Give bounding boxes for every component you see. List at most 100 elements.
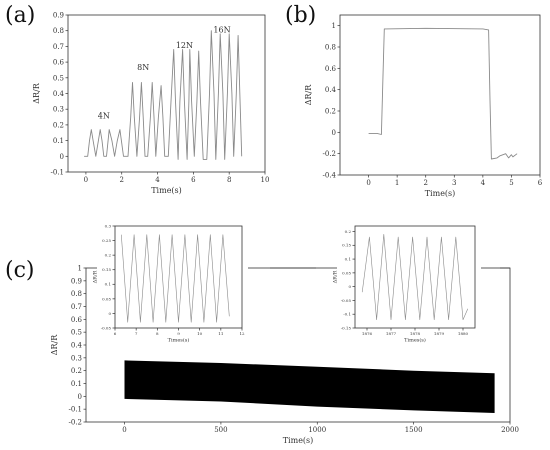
force-label-0: 4N bbox=[98, 112, 110, 121]
x-tick-label-c-inset-right-1: 1877 bbox=[386, 331, 397, 336]
panel-label-b: (b) bbox=[285, 3, 317, 28]
x-axis-label-c: Time(s) bbox=[283, 436, 314, 445]
y-tick-label-a-6: 0.5 bbox=[53, 74, 64, 82]
y-tick-label-a-4: 0.3 bbox=[53, 106, 64, 114]
y-tick-label-c-inset-right-3: 0 bbox=[348, 284, 351, 289]
y-tick-label-b-5: 0.6 bbox=[325, 65, 337, 73]
y-tick-label-b-4: 0.4 bbox=[325, 86, 337, 94]
x-tick-label-b-5: 5 bbox=[509, 179, 513, 187]
x-tick-label-b-1: 1 bbox=[395, 179, 399, 187]
x-tick-label-a-2: 4 bbox=[155, 176, 160, 184]
x-tick-label-c-inset-left-6: 12 bbox=[239, 331, 245, 336]
x-tick-label-c-inset-left-2: 8 bbox=[156, 331, 159, 336]
series-line-a-0 bbox=[84, 30, 243, 160]
series-line-c-inset-right-0 bbox=[361, 234, 469, 321]
force-label-3: 16N bbox=[213, 25, 230, 34]
y-tick-label-a-2: 0.1 bbox=[53, 137, 64, 145]
y-tick-label-b-2: 0 bbox=[332, 129, 336, 137]
x-tick-label-b-0: 0 bbox=[366, 179, 370, 187]
y-axis-label-a: ΔR/R bbox=[32, 82, 41, 103]
y-tick-label-c-1: -0.1 bbox=[69, 406, 83, 414]
panel-c: 0 500 1000 1500 2000-0.2-0.100.10.20.30.40.5… bbox=[50, 264, 519, 445]
panel-c-inset-left: 6 7 8 9 10 11 12 -0.05 0 0.05 0.1 0.15 0.2 0.25 0.3 Tim… bbox=[93, 220, 248, 348]
x-tick-label-c-2: 1000 bbox=[308, 426, 326, 434]
x-tick-label-c-1: 500 bbox=[214, 426, 227, 434]
y-axis-label-b: ΔR/R bbox=[304, 84, 313, 105]
y-tick-label-a-5: 0.4 bbox=[53, 90, 65, 98]
x-tick-label-b-3: 3 bbox=[452, 179, 456, 187]
x-tick-label-c-inset-left-5: 11 bbox=[218, 331, 223, 336]
y-tick-label-c-2: 0 bbox=[78, 393, 82, 401]
y-tick-label-b-3: 0.2 bbox=[325, 107, 336, 115]
y-tick-label-b-0: -0.4 bbox=[323, 171, 337, 179]
series-line-c-inset-left-0 bbox=[121, 234, 230, 323]
cyclic-signal-band bbox=[124, 360, 495, 413]
y-axis-label-c-inset-left: ΔR/R bbox=[93, 270, 99, 283]
y-tick-label-c-5: 0.3 bbox=[71, 354, 82, 362]
plot-frame-b bbox=[339, 14, 541, 176]
x-tick-label-c-3: 1500 bbox=[405, 426, 423, 434]
panel-a: 0 2 4 6 8 10 -0.1 0 0.1 0.2 0.3 0.4 0.5 0.6 0.7 0.8 0.9 T… bbox=[32, 11, 270, 195]
x-tick-label-c-inset-left-0: 6 bbox=[114, 331, 117, 336]
y-tick-label-c-inset-left-5: 0.2 bbox=[105, 253, 112, 258]
x-tick-label-c-inset-right-4: 1880 bbox=[458, 331, 469, 336]
x-tick-label-c-inset-left-3: 9 bbox=[177, 331, 180, 336]
y-tick-label-a-8: 0.7 bbox=[53, 43, 64, 51]
y-tick-label-c-11: 0.9 bbox=[71, 277, 82, 285]
y-tick-label-c-0: -0.2 bbox=[69, 418, 83, 426]
y-tick-label-c-6: 0.4 bbox=[71, 341, 83, 349]
y-tick-label-c-inset-left-0: -0.05 bbox=[101, 325, 112, 330]
y-tick-label-c-inset-right-5: 0.1 bbox=[345, 256, 351, 261]
panel-label-a: (a) bbox=[5, 3, 36, 28]
y-tick-label-c-inset-left-6: 0.25 bbox=[102, 238, 111, 243]
x-axis-label-b: Time(s) bbox=[425, 189, 456, 198]
panel-c-inset-right: 1876 1877 1878 1879 1880 -0.15 -0.1 -0.05 0 0.05 0… bbox=[333, 220, 481, 348]
force-label-1: 8N bbox=[137, 63, 149, 72]
x-tick-label-a-1: 2 bbox=[119, 176, 123, 184]
y-tick-label-c-8: 0.6 bbox=[71, 316, 83, 324]
x-tick-label-a-3: 6 bbox=[191, 176, 196, 184]
x-tick-label-c-0: 0 bbox=[122, 426, 126, 434]
series-line-b-0 bbox=[368, 27, 518, 160]
y-tick-label-c-7: 0.5 bbox=[71, 329, 82, 337]
y-tick-label-c-inset-right-0: -0.15 bbox=[341, 325, 352, 330]
y-tick-label-a-9: 0.8 bbox=[53, 27, 64, 35]
y-tick-label-c-4: 0.2 bbox=[71, 367, 82, 375]
x-tick-label-b-2: 2 bbox=[423, 179, 427, 187]
y-tick-label-c-inset-left-4: 0.15 bbox=[102, 267, 111, 272]
y-tick-label-c-inset-left-2: 0.05 bbox=[102, 296, 111, 301]
y-tick-label-c-inset-right-7: 0.2 bbox=[345, 229, 352, 234]
y-tick-label-c-inset-left-1: 0 bbox=[108, 311, 111, 316]
x-tick-label-a-5: 10 bbox=[261, 176, 270, 184]
y-axis-label-c-inset-right: ΔR/R bbox=[333, 270, 339, 283]
y-tick-label-c-12: 1 bbox=[78, 264, 82, 272]
x-tick-label-c-4: 2000 bbox=[501, 426, 519, 434]
y-tick-label-c-10: 0.8 bbox=[71, 290, 82, 298]
y-tick-label-c-inset-right-2: -0.05 bbox=[341, 298, 352, 303]
y-tick-label-c-inset-left-7: 0.3 bbox=[105, 223, 112, 228]
x-axis-label-c-inset-left: Times(s) bbox=[168, 336, 190, 343]
y-tick-label-b-7: 1 bbox=[332, 22, 336, 30]
y-tick-label-c-3: 0.1 bbox=[71, 380, 82, 388]
panel-label-c: (c) bbox=[5, 258, 35, 283]
y-tick-label-c-inset-left-3: 0.1 bbox=[105, 282, 111, 287]
y-tick-label-c-9: 0.7 bbox=[71, 303, 82, 311]
y-tick-label-a-1: 0 bbox=[60, 153, 64, 161]
y-tick-label-b-6: 0.8 bbox=[325, 43, 336, 51]
y-axis-label-c: ΔR/R bbox=[50, 334, 59, 355]
y-tick-label-a-0: -0.1 bbox=[51, 168, 65, 176]
panel-b: 0 1 2 3 4 5 6 -0.4 -0.2 0 0.2 0.4 0.6 0.8 1 Time(s) ΔR/R bbox=[304, 14, 543, 198]
x-tick-label-c-inset-right-2: 1878 bbox=[410, 331, 421, 336]
x-axis-label-a: Time(s) bbox=[151, 186, 182, 195]
x-tick-label-c-inset-left-1: 7 bbox=[135, 331, 138, 336]
x-tick-label-a-4: 8 bbox=[227, 176, 231, 184]
x-tick-label-c-inset-right-0: 1876 bbox=[362, 331, 373, 336]
x-tick-label-c-inset-left-4: 10 bbox=[197, 331, 203, 336]
y-tick-label-c-inset-right-6: 0.15 bbox=[342, 243, 351, 248]
y-tick-label-a-10: 0.9 bbox=[53, 11, 64, 19]
x-tick-label-b-4: 4 bbox=[481, 179, 486, 187]
y-tick-label-a-3: 0.2 bbox=[53, 121, 64, 129]
y-tick-label-c-inset-right-4: 0.05 bbox=[342, 270, 351, 275]
x-tick-label-c-inset-right-3: 1879 bbox=[434, 331, 445, 336]
